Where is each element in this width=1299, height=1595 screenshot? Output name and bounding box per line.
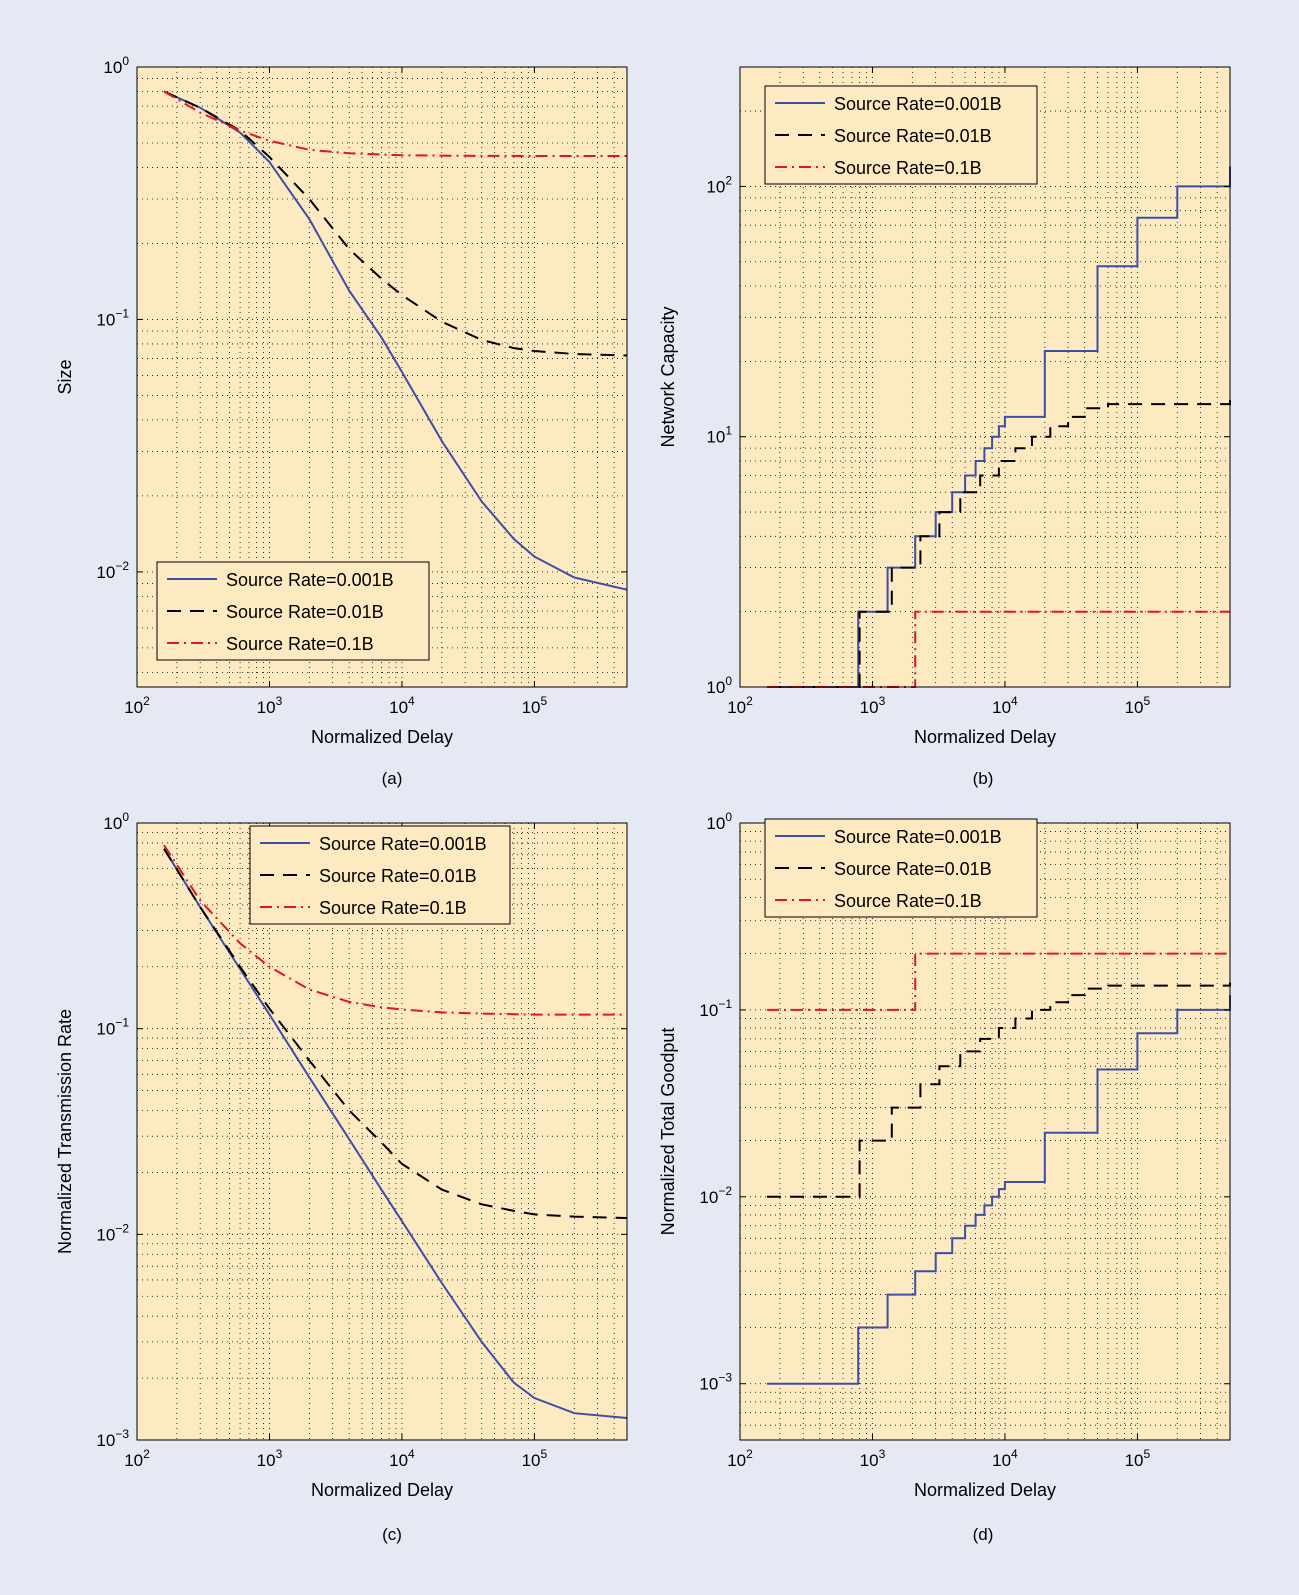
y-tick-label: 10−1 [699, 997, 732, 1020]
legend-label: Source Rate=0.1B [834, 891, 982, 911]
x-axis-label-a: Normalized Delay [311, 727, 453, 747]
y-tick-label: 10−3 [96, 1427, 129, 1450]
y-tick-label: 10−2 [96, 1221, 129, 1244]
legend-label: Source Rate=0.01B [319, 866, 477, 886]
y-tick-label: 10−3 [699, 1371, 732, 1394]
x-tick-label: 104 [389, 694, 415, 717]
y-axis-label-b: Network Capacity [658, 306, 678, 447]
x-tick-label: 104 [389, 1447, 415, 1470]
x-tick-label: 104 [992, 694, 1018, 717]
x-axis-label-c: Normalized Delay [311, 1480, 453, 1500]
y-tick-label: 100 [706, 810, 732, 833]
x-axis-label-d: Normalized Delay [914, 1480, 1056, 1500]
panel-caption-d: (d) [973, 1525, 994, 1544]
series-line-d-2 [767, 982, 1231, 1198]
chart-panel-a: (a) 102 103 104 105 10−2 10−1 100 Normalized De… [55, 54, 628, 788]
axes-frame-b [739, 66, 1231, 688]
series-line-a-3 [163, 90, 627, 157]
grid-b [739, 66, 1231, 688]
y-tick-label: 102 [706, 173, 732, 196]
series-line-d-3 [767, 952, 1230, 1011]
x-tick-label: 105 [1125, 694, 1151, 717]
x-tick-label: 102 [124, 694, 150, 717]
legend-label: Source Rate=0.1B [319, 898, 467, 918]
x-tick-label: 103 [860, 1447, 886, 1470]
x-tick-label: 103 [860, 694, 886, 717]
x-tick-label: 105 [522, 694, 548, 717]
legend-d: Source Rate=0.001B Source Rate=0.01B Sourc… [764, 818, 1038, 918]
y-tick-label: 101 [706, 424, 732, 447]
chart-panel-d: (d) 102 103 104 105 10−3 10−2 10−1 100 Normalize… [658, 810, 1231, 1544]
panel-caption-b: (b) [973, 769, 994, 788]
x-tick-label: 102 [727, 694, 753, 717]
x-tick-label: 102 [727, 1447, 753, 1470]
y-tick-label: 100 [706, 674, 732, 697]
x-tick-label: 104 [992, 1447, 1018, 1470]
y-axis-label-a: Size [55, 359, 75, 394]
axes-frame-c [136, 822, 628, 1441]
chart-panel-c: (c) 102 103 104 105 10−3 10−2 10−1 100 Normalize… [55, 810, 628, 1544]
plot-area-d [740, 823, 1230, 1440]
y-axis-label-d: Normalized Total Goodput [658, 1028, 678, 1236]
x-tick-label: 105 [1125, 1447, 1151, 1470]
y-tick-label: 10−2 [96, 559, 129, 582]
legend-c: Source Rate=0.001B Source Rate=0.01B Sourc… [249, 825, 511, 925]
legend-label: Source Rate=0.1B [834, 158, 982, 178]
x-tick-label: 102 [124, 1447, 150, 1470]
y-axis-label-c: Normalized Transmission Rate [55, 1009, 75, 1254]
legend-label: Source Rate=0.01B [226, 602, 384, 622]
series-line-c-3 [163, 844, 627, 1016]
x-tick-label: 103 [257, 694, 283, 717]
legend-label: Source Rate=0.1B [226, 634, 374, 654]
legend-b: Source Rate=0.001B Source Rate=0.01B Sourc… [764, 85, 1038, 185]
legend-label: Source Rate=0.001B [834, 94, 1002, 114]
axes-frame-a [136, 66, 628, 688]
y-tick-label: 100 [103, 810, 129, 833]
panel-caption-a: (a) [382, 769, 403, 788]
series-line-b-2 [767, 400, 1231, 688]
legend-label: Source Rate=0.01B [834, 126, 992, 146]
legend-label: Source Rate=0.001B [319, 834, 487, 854]
series-line-b-1 [767, 166, 1231, 688]
series-line-a-2 [163, 90, 628, 357]
chart-panel-b: (b) 102 103 104 105 100 101 102 Normalized Dela… [658, 66, 1231, 788]
panel-caption-c: (c) [382, 1525, 402, 1544]
legend-label: Source Rate=0.001B [226, 570, 394, 590]
y-tick-label: 10−2 [699, 1184, 732, 1207]
x-axis-label-b: Normalized Delay [914, 727, 1056, 747]
legend-label: Source Rate=0.001B [834, 827, 1002, 847]
series-line-c-1 [163, 848, 628, 1419]
x-tick-label: 105 [522, 1447, 548, 1470]
x-tick-label: 103 [257, 1447, 283, 1470]
plot-area-c [137, 823, 627, 1440]
legend-a: Source Rate=0.001B Source Rate=0.01B Sourc… [156, 561, 430, 661]
legend-label: Source Rate=0.01B [834, 859, 992, 879]
series-line-d-1 [767, 995, 1231, 1385]
series-line-a-1 [163, 90, 628, 591]
series-line-c-2 [163, 848, 628, 1219]
y-tick-label: 10−1 [96, 306, 129, 329]
y-tick-label: 100 [103, 54, 129, 77]
y-tick-label: 10−1 [96, 1016, 129, 1039]
